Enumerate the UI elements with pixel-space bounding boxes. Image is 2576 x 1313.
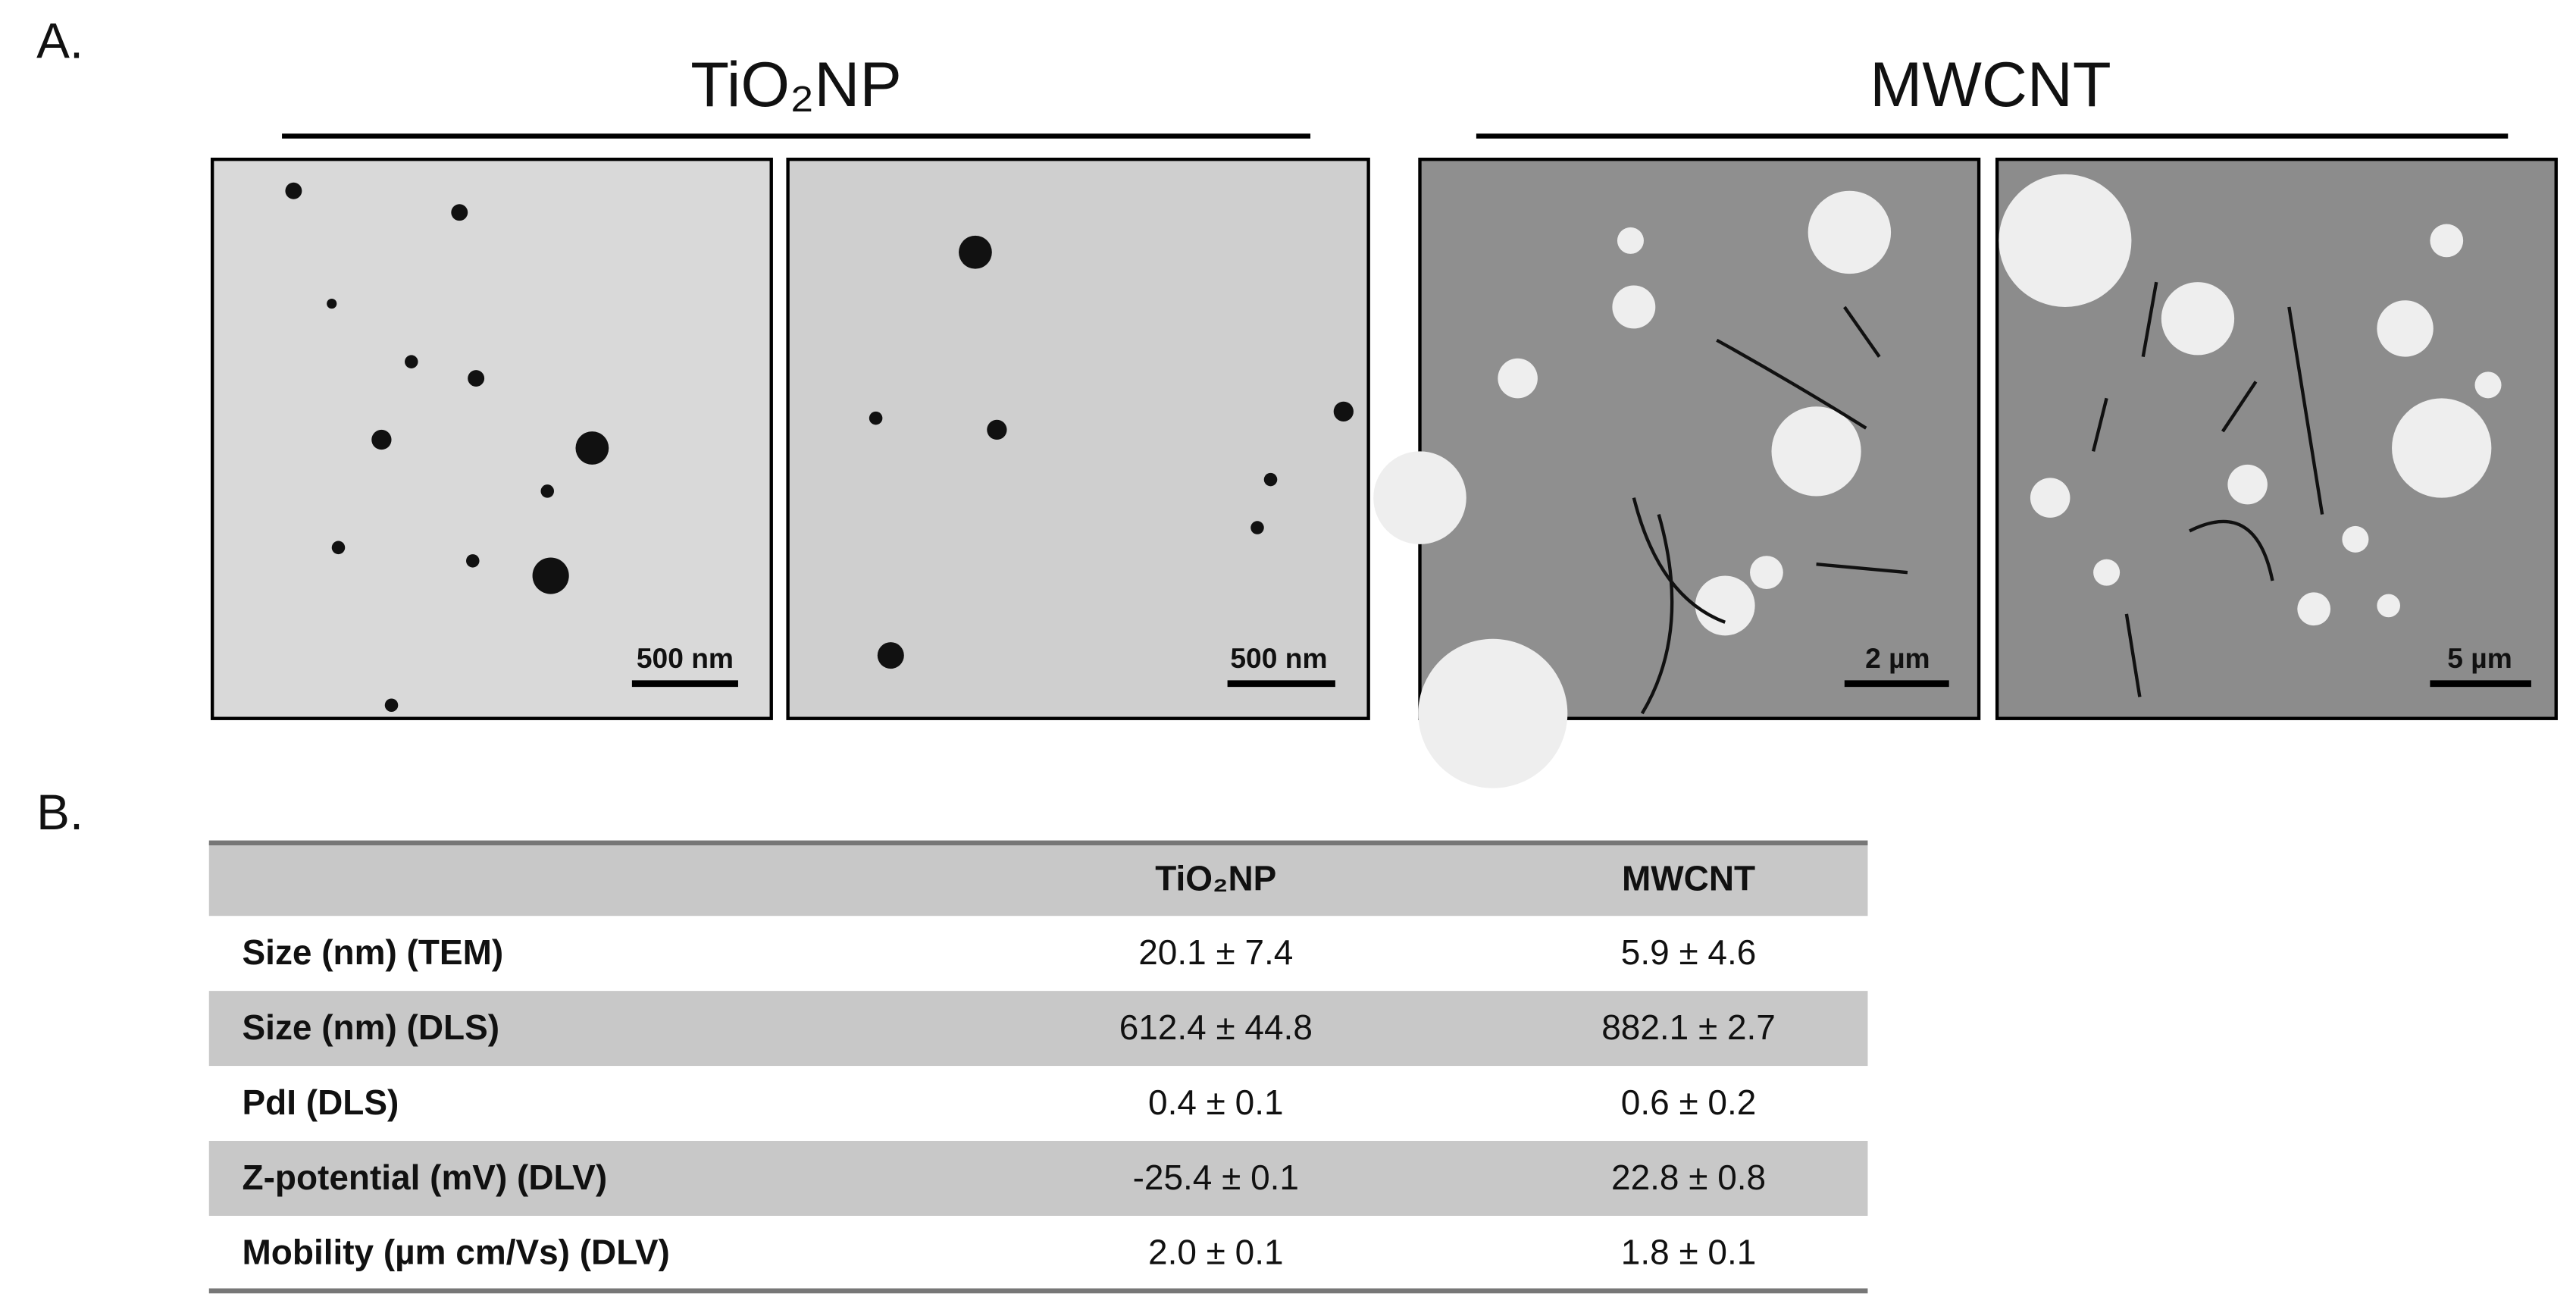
tem-image: 500 nm bbox=[210, 157, 773, 720]
cell-value: 0.4 ± 0.1 bbox=[1148, 1083, 1284, 1122]
column-header: MWCNT bbox=[1622, 858, 1755, 898]
group-title: MWCNT bbox=[1870, 49, 2111, 120]
table: TiO₂NP MWCNT Size (nm) (TEM) 20.1 ± 7.4 5.… bbox=[208, 840, 1868, 1294]
column-header: TiO₂NP bbox=[1155, 858, 1276, 898]
row-band bbox=[208, 1140, 1868, 1216]
tem-image: 2 µm bbox=[1373, 157, 1981, 788]
cell-value: 22.8 ± 0.8 bbox=[1611, 1158, 1766, 1197]
cell-value: 1.8 ± 0.1 bbox=[1621, 1233, 1757, 1272]
cell-value: 2.0 ± 0.1 bbox=[1148, 1233, 1284, 1272]
cell-value: 612.4 ± 44.8 bbox=[1119, 1007, 1313, 1047]
scale-bar-label: 5 µm bbox=[2447, 642, 2512, 674]
header-row bbox=[208, 842, 1868, 917]
tem-image: 500 nm bbox=[786, 157, 1370, 720]
cell-value: 20.1 ± 7.4 bbox=[1138, 932, 1293, 972]
tem-image: 5 µm bbox=[1995, 157, 2558, 720]
cell-value: 882.1 ± 2.7 bbox=[1601, 1007, 1776, 1047]
row-label: PdI (DLS) bbox=[243, 1083, 399, 1122]
cell-value: -25.4 ± 0.1 bbox=[1133, 1158, 1299, 1197]
scale-bar-label: 500 nm bbox=[637, 642, 734, 674]
panel-label: B. bbox=[36, 785, 83, 840]
row-label: Size (nm) (DLS) bbox=[243, 1007, 500, 1047]
cell-value: 5.9 ± 4.6 bbox=[1621, 932, 1757, 972]
scale-bar-label: 500 nm bbox=[1230, 642, 1327, 674]
cell-value: 0.6 ± 0.2 bbox=[1621, 1083, 1757, 1122]
panel-label: A. bbox=[36, 13, 83, 68]
row-band bbox=[208, 991, 1868, 1067]
group-title: TiO₂NP bbox=[690, 49, 902, 120]
scale-bar-label: 2 µm bbox=[1865, 642, 1930, 674]
row-label: Size (nm) (TEM) bbox=[243, 932, 504, 972]
row-label: Z-potential (mV) (DLV) bbox=[243, 1158, 608, 1197]
row-label: Mobility (µm cm/Vs) (DLV) bbox=[243, 1233, 670, 1272]
